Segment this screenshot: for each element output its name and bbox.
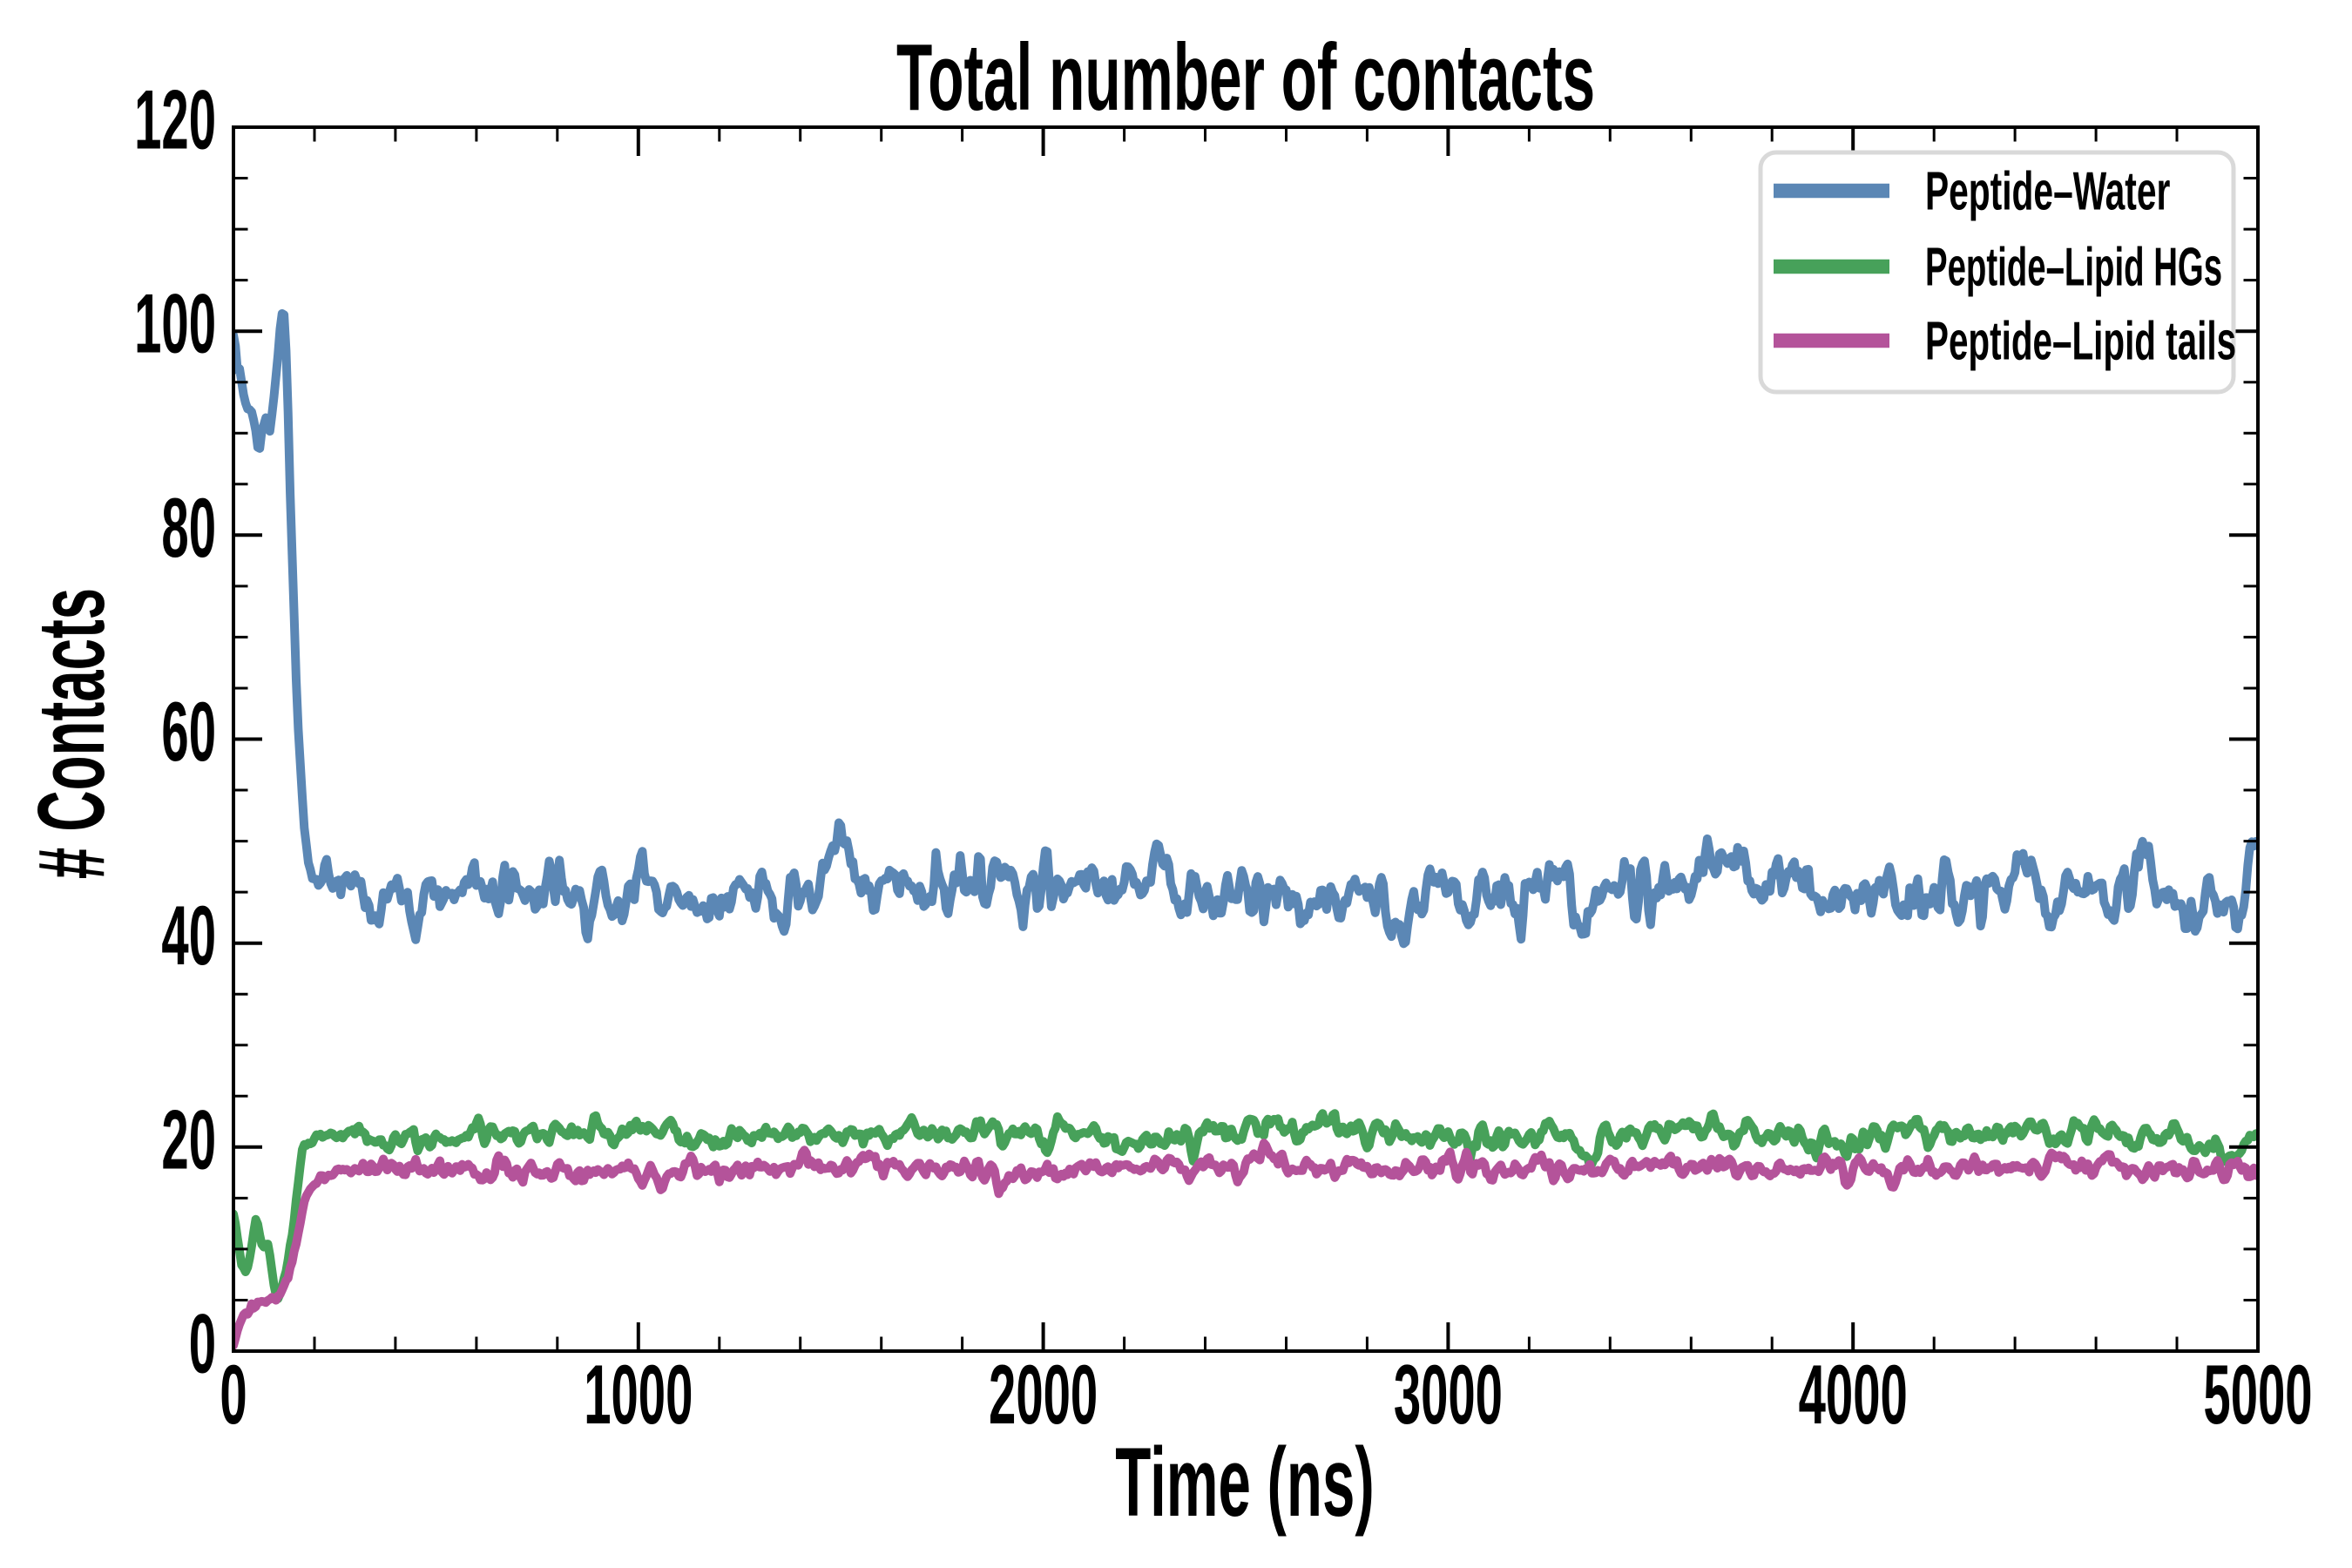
svg-text:3000: 3000 [1394,1347,1503,1442]
svg-text:4000: 4000 [1799,1347,1908,1442]
svg-text:0: 0 [220,1347,247,1442]
svg-text:0: 0 [189,1295,216,1390]
svg-text:40: 40 [161,888,216,983]
svg-text:Peptide–Lipid tails: Peptide–Lipid tails [1925,312,2236,372]
svg-text:Peptide–Water: Peptide–Water [1925,162,2170,222]
svg-text:Time (ns): Time (ns) [1115,1427,1374,1537]
svg-text:Peptide–Lipid HGs: Peptide–Lipid HGs [1925,236,2222,297]
svg-text:80: 80 [161,480,216,575]
svg-text:120: 120 [134,71,216,166]
svg-text:2000: 2000 [989,1347,1098,1442]
svg-text:Total number of contacts: Total number of contacts [896,25,1595,131]
svg-text:1000: 1000 [584,1347,693,1442]
svg-text:5000: 5000 [2203,1347,2312,1442]
svg-text:60: 60 [161,684,216,779]
svg-text:20: 20 [161,1092,216,1186]
svg-text:# Contacts: # Contacts [19,588,125,879]
svg-text:100: 100 [134,276,216,371]
